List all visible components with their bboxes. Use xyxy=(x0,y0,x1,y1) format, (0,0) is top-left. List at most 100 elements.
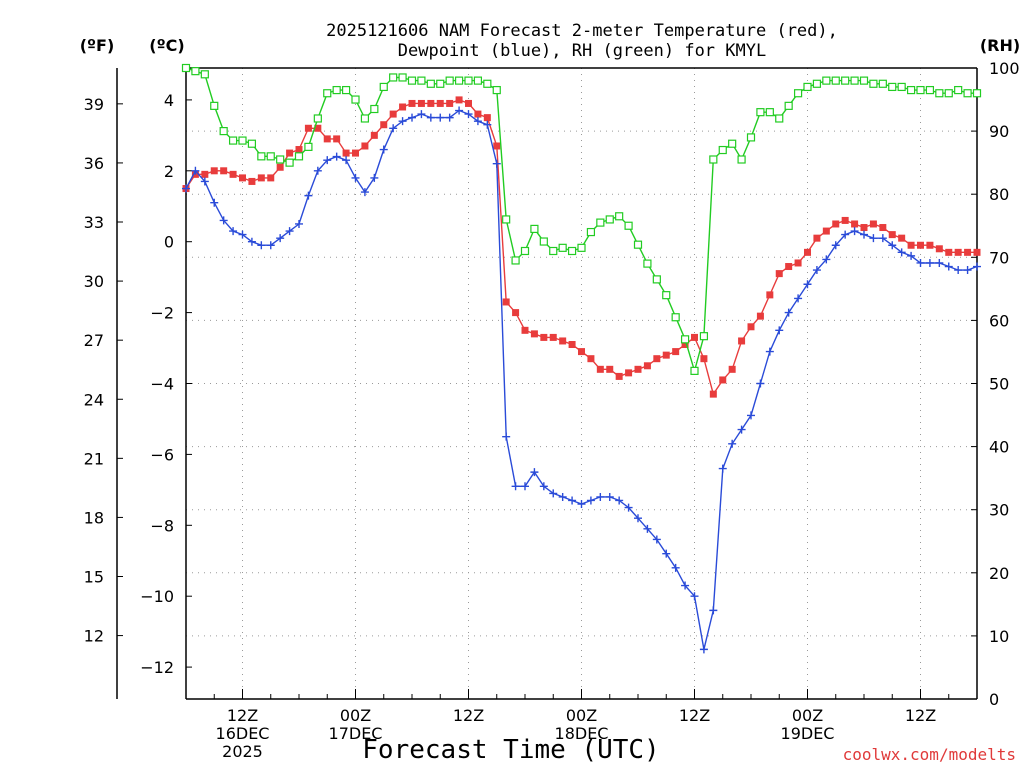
data-series xyxy=(181,63,982,654)
temperature-point xyxy=(342,149,350,157)
dewpoint-point xyxy=(841,230,850,239)
rh-tick-label: 40 xyxy=(989,438,1009,457)
dewpoint-point xyxy=(530,468,539,477)
rh-point xyxy=(605,215,614,224)
rh-tick-label: 30 xyxy=(989,501,1009,520)
dewpoint-point xyxy=(426,113,435,122)
temperature-point xyxy=(408,99,416,107)
fahrenheit-tick-label: 39 xyxy=(84,95,104,114)
dewpoint-point xyxy=(869,234,878,243)
dewpoint-point xyxy=(935,258,944,267)
dewpoint-point xyxy=(596,492,605,501)
temperature-point xyxy=(446,99,454,107)
temperature-point xyxy=(399,103,407,111)
temperature-point xyxy=(719,376,727,384)
dewpoint-point xyxy=(925,258,934,267)
temperature-point xyxy=(248,177,256,185)
rh-point xyxy=(633,240,643,249)
time-tick-label: 00Z xyxy=(792,706,823,725)
dewpoint-point xyxy=(784,308,793,317)
dewpoint-point xyxy=(624,503,633,512)
chart-title-line-1: 2025121606 NAM Forecast 2-meter Temperat… xyxy=(326,21,838,41)
temperature-point xyxy=(417,99,425,107)
dewpoint-point xyxy=(690,592,699,601)
temperature-point xyxy=(483,114,491,122)
dewpoint-point xyxy=(699,645,708,654)
dewpoint-point xyxy=(323,156,332,165)
rh-point xyxy=(426,79,435,88)
dewpoint-point xyxy=(219,216,228,225)
temperature-point xyxy=(370,131,378,139)
temperature-point xyxy=(935,245,943,253)
rh-point xyxy=(841,76,850,85)
rh-point xyxy=(389,73,398,82)
temperature-point xyxy=(201,170,209,178)
rh-point xyxy=(191,67,200,76)
rh-point xyxy=(511,256,520,265)
dewpoint-point xyxy=(954,266,963,275)
celsius-tick-label: −6 xyxy=(150,445,174,464)
time-tick-label: 12Z xyxy=(679,706,710,725)
rh-point xyxy=(897,82,906,92)
dewpoint-point xyxy=(888,241,897,250)
dewpoint-point xyxy=(417,110,426,119)
rh-point xyxy=(831,76,840,85)
dewpoint-point xyxy=(436,113,445,122)
dewpoint-point xyxy=(247,237,256,246)
temperature-point xyxy=(973,248,981,256)
dewpoint-point xyxy=(794,294,803,303)
rh-point xyxy=(436,79,445,88)
rh-point xyxy=(699,332,709,341)
rh-point xyxy=(643,259,652,268)
temperature-point xyxy=(596,365,604,373)
dewpoint-point xyxy=(229,227,238,236)
dewpoint-point xyxy=(351,173,360,182)
time-tick-label: 2025 xyxy=(222,742,263,761)
rh-point xyxy=(539,237,548,246)
dewpoint-point xyxy=(238,230,247,239)
celsius-tick-label: 4 xyxy=(164,91,174,110)
rh-point xyxy=(680,335,690,344)
rh-point xyxy=(323,89,332,98)
rh-point xyxy=(304,142,313,151)
rh-point xyxy=(869,79,878,88)
dewpoint-point xyxy=(709,606,718,615)
rh-point xyxy=(492,85,501,95)
temperature-point xyxy=(879,224,887,232)
rh-point xyxy=(925,85,935,95)
temperature-point xyxy=(465,99,472,107)
temperature-point xyxy=(587,355,595,363)
rh-point xyxy=(784,101,793,110)
rh-point xyxy=(502,215,511,224)
dewpoint-point xyxy=(257,241,266,250)
fahrenheit-unit-label: (ºF) xyxy=(80,36,115,55)
rh-point xyxy=(690,366,699,375)
temperature-point xyxy=(220,167,228,175)
dewpoint-point xyxy=(718,464,727,473)
temperature-point xyxy=(276,163,284,171)
temperature-point xyxy=(455,96,463,104)
dewpoint-point xyxy=(973,262,981,271)
temperature-series xyxy=(182,96,981,398)
fahrenheit-tick-label: 27 xyxy=(84,331,104,350)
rh-point xyxy=(332,85,341,95)
rh-point xyxy=(238,136,247,145)
dewpoint-point xyxy=(342,156,351,165)
rh-point xyxy=(803,82,812,92)
dewpoint-point xyxy=(831,241,840,250)
site-credit: coolwx.com/modelts xyxy=(843,745,1016,764)
time-tick-label: 19DEC xyxy=(781,724,835,743)
rh-point xyxy=(285,158,294,167)
temperature-point xyxy=(766,291,774,299)
rh-point xyxy=(709,155,718,164)
dewpoint-point xyxy=(455,106,464,115)
dewpoint-point xyxy=(737,425,746,434)
dewpoint-point xyxy=(398,117,407,126)
time-tick-label: 00Z xyxy=(340,706,371,725)
rh-point xyxy=(257,152,266,161)
dewpoint-point xyxy=(944,262,953,271)
celsius-tick-label: −8 xyxy=(150,516,174,535)
fahrenheit-tick-label: 15 xyxy=(84,568,104,587)
dewpoint-point xyxy=(652,535,661,544)
